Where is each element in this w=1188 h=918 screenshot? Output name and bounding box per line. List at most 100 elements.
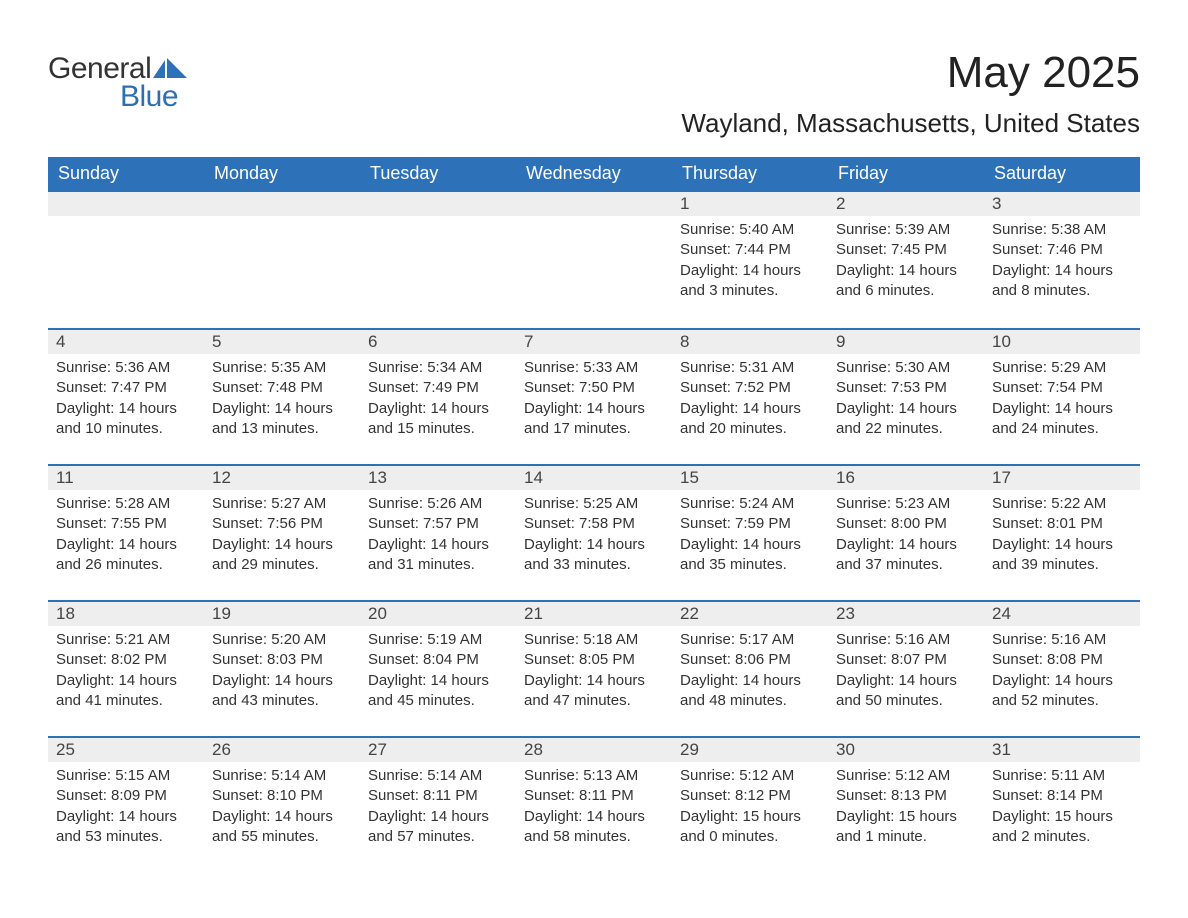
- daylight-text: Daylight: 14 hours and 35 minutes.: [680, 535, 820, 576]
- sunrise-text: Sunrise: 5:16 AM: [836, 630, 976, 650]
- calendar-week-row: 4Sunrise: 5:36 AMSunset: 7:47 PMDaylight…: [48, 328, 1140, 464]
- day-number: 20: [360, 600, 516, 626]
- weekday-header: Tuesday: [360, 157, 516, 192]
- day-details: Sunrise: 5:39 AMSunset: 7:45 PMDaylight:…: [828, 216, 984, 305]
- title-block: May 2025 Wayland, Massachusetts, United …: [681, 48, 1140, 139]
- calendar-day-cell: 20Sunrise: 5:19 AMSunset: 8:04 PMDayligh…: [360, 600, 516, 736]
- month-title: May 2025: [681, 48, 1140, 98]
- day-details: Sunrise: 5:28 AMSunset: 7:55 PMDaylight:…: [48, 490, 204, 579]
- day-details: Sunrise: 5:30 AMSunset: 7:53 PMDaylight:…: [828, 354, 984, 443]
- weekday-header: Friday: [828, 157, 984, 192]
- sunrise-text: Sunrise: 5:34 AM: [368, 358, 508, 378]
- calendar-day-cell: 13Sunrise: 5:26 AMSunset: 7:57 PMDayligh…: [360, 464, 516, 600]
- calendar-day-cell: [516, 192, 672, 328]
- sunset-text: Sunset: 7:47 PM: [56, 378, 196, 398]
- sunset-text: Sunset: 7:52 PM: [680, 378, 820, 398]
- logo-word-blue: Blue: [120, 80, 178, 114]
- day-details: Sunrise: 5:25 AMSunset: 7:58 PMDaylight:…: [516, 490, 672, 579]
- day-number: 30: [828, 736, 984, 762]
- sunrise-text: Sunrise: 5:14 AM: [212, 766, 352, 786]
- day-details: Sunrise: 5:23 AMSunset: 8:00 PMDaylight:…: [828, 490, 984, 579]
- daylight-text: Daylight: 14 hours and 57 minutes.: [368, 807, 508, 848]
- location: Wayland, Massachusetts, United States: [681, 108, 1140, 139]
- day-number-bar-empty: [360, 192, 516, 216]
- sunset-text: Sunset: 7:59 PM: [680, 514, 820, 534]
- daylight-text: Daylight: 15 hours and 0 minutes.: [680, 807, 820, 848]
- calendar-table: Sunday Monday Tuesday Wednesday Thursday…: [48, 157, 1140, 872]
- calendar-day-cell: 11Sunrise: 5:28 AMSunset: 7:55 PMDayligh…: [48, 464, 204, 600]
- day-number: 13: [360, 464, 516, 490]
- day-number: 6: [360, 328, 516, 354]
- day-details: Sunrise: 5:35 AMSunset: 7:48 PMDaylight:…: [204, 354, 360, 443]
- daylight-text: Daylight: 14 hours and 8 minutes.: [992, 261, 1132, 302]
- sunrise-text: Sunrise: 5:25 AM: [524, 494, 664, 514]
- day-number: 10: [984, 328, 1140, 354]
- weekday-header: Monday: [204, 157, 360, 192]
- sunset-text: Sunset: 8:06 PM: [680, 650, 820, 670]
- sunset-text: Sunset: 8:14 PM: [992, 786, 1132, 806]
- sunset-text: Sunset: 7:58 PM: [524, 514, 664, 534]
- header: General Blue May 2025 Wayland, Massachus…: [48, 48, 1140, 139]
- day-number: 19: [204, 600, 360, 626]
- sunrise-text: Sunrise: 5:30 AM: [836, 358, 976, 378]
- daylight-text: Daylight: 14 hours and 39 minutes.: [992, 535, 1132, 576]
- sunrise-text: Sunrise: 5:11 AM: [992, 766, 1132, 786]
- sunrise-text: Sunrise: 5:14 AM: [368, 766, 508, 786]
- calendar-day-cell: 16Sunrise: 5:23 AMSunset: 8:00 PMDayligh…: [828, 464, 984, 600]
- day-details: Sunrise: 5:38 AMSunset: 7:46 PMDaylight:…: [984, 216, 1140, 305]
- sunset-text: Sunset: 7:46 PM: [992, 240, 1132, 260]
- sunset-text: Sunset: 8:00 PM: [836, 514, 976, 534]
- logo: General Blue: [48, 52, 187, 114]
- sunrise-text: Sunrise: 5:17 AM: [680, 630, 820, 650]
- sunset-text: Sunset: 8:10 PM: [212, 786, 352, 806]
- daylight-text: Daylight: 15 hours and 2 minutes.: [992, 807, 1132, 848]
- calendar-day-cell: 9Sunrise: 5:30 AMSunset: 7:53 PMDaylight…: [828, 328, 984, 464]
- daylight-text: Daylight: 14 hours and 47 minutes.: [524, 671, 664, 712]
- calendar-day-cell: 29Sunrise: 5:12 AMSunset: 8:12 PMDayligh…: [672, 736, 828, 872]
- calendar-day-cell: 26Sunrise: 5:14 AMSunset: 8:10 PMDayligh…: [204, 736, 360, 872]
- calendar-day-cell: 27Sunrise: 5:14 AMSunset: 8:11 PMDayligh…: [360, 736, 516, 872]
- sunset-text: Sunset: 8:13 PM: [836, 786, 976, 806]
- day-number-bar-empty: [48, 192, 204, 216]
- calendar-day-cell: 14Sunrise: 5:25 AMSunset: 7:58 PMDayligh…: [516, 464, 672, 600]
- calendar-week-row: 11Sunrise: 5:28 AMSunset: 7:55 PMDayligh…: [48, 464, 1140, 600]
- day-details: Sunrise: 5:31 AMSunset: 7:52 PMDaylight:…: [672, 354, 828, 443]
- day-number: 17: [984, 464, 1140, 490]
- day-details: Sunrise: 5:17 AMSunset: 8:06 PMDaylight:…: [672, 626, 828, 715]
- calendar-day-cell: 31Sunrise: 5:11 AMSunset: 8:14 PMDayligh…: [984, 736, 1140, 872]
- calendar-day-cell: 22Sunrise: 5:17 AMSunset: 8:06 PMDayligh…: [672, 600, 828, 736]
- daylight-text: Daylight: 14 hours and 37 minutes.: [836, 535, 976, 576]
- calendar-day-cell: 6Sunrise: 5:34 AMSunset: 7:49 PMDaylight…: [360, 328, 516, 464]
- day-number: 18: [48, 600, 204, 626]
- sunrise-text: Sunrise: 5:19 AM: [368, 630, 508, 650]
- day-details: Sunrise: 5:27 AMSunset: 7:56 PMDaylight:…: [204, 490, 360, 579]
- calendar-day-cell: 10Sunrise: 5:29 AMSunset: 7:54 PMDayligh…: [984, 328, 1140, 464]
- day-number: 5: [204, 328, 360, 354]
- weekday-header: Sunday: [48, 157, 204, 192]
- sunrise-text: Sunrise: 5:31 AM: [680, 358, 820, 378]
- sunset-text: Sunset: 7:44 PM: [680, 240, 820, 260]
- calendar-day-cell: 15Sunrise: 5:24 AMSunset: 7:59 PMDayligh…: [672, 464, 828, 600]
- day-number: 4: [48, 328, 204, 354]
- sunrise-text: Sunrise: 5:12 AM: [836, 766, 976, 786]
- sunset-text: Sunset: 8:11 PM: [368, 786, 508, 806]
- day-number-bar-empty: [204, 192, 360, 216]
- day-number-bar-empty: [516, 192, 672, 216]
- calendar-day-cell: 8Sunrise: 5:31 AMSunset: 7:52 PMDaylight…: [672, 328, 828, 464]
- day-number: 29: [672, 736, 828, 762]
- calendar-day-cell: 23Sunrise: 5:16 AMSunset: 8:07 PMDayligh…: [828, 600, 984, 736]
- day-details: Sunrise: 5:34 AMSunset: 7:49 PMDaylight:…: [360, 354, 516, 443]
- sunrise-text: Sunrise: 5:27 AM: [212, 494, 352, 514]
- day-number: 14: [516, 464, 672, 490]
- sunrise-text: Sunrise: 5:39 AM: [836, 220, 976, 240]
- calendar-week-row: 1Sunrise: 5:40 AMSunset: 7:44 PMDaylight…: [48, 192, 1140, 328]
- day-number: 9: [828, 328, 984, 354]
- daylight-text: Daylight: 14 hours and 33 minutes.: [524, 535, 664, 576]
- calendar-day-cell: 28Sunrise: 5:13 AMSunset: 8:11 PMDayligh…: [516, 736, 672, 872]
- sunset-text: Sunset: 7:57 PM: [368, 514, 508, 534]
- sunrise-text: Sunrise: 5:12 AM: [680, 766, 820, 786]
- sunset-text: Sunset: 7:48 PM: [212, 378, 352, 398]
- sunrise-text: Sunrise: 5:28 AM: [56, 494, 196, 514]
- calendar-day-cell: [360, 192, 516, 328]
- calendar-day-cell: 24Sunrise: 5:16 AMSunset: 8:08 PMDayligh…: [984, 600, 1140, 736]
